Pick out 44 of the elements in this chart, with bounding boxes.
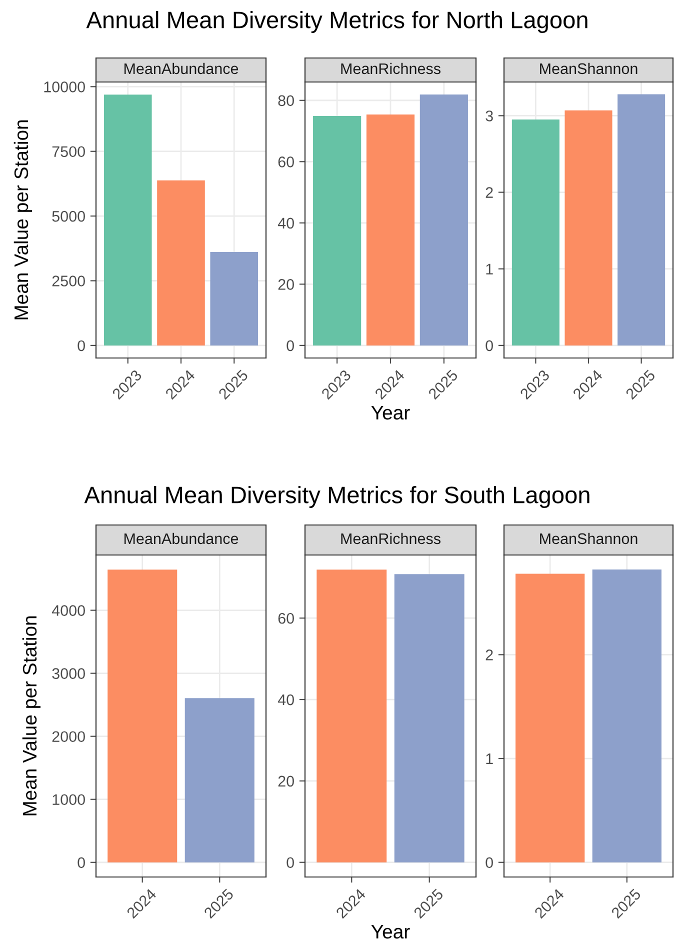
text: Annual Mean Diversity Metrics for North Lagoon: [86, 10, 588, 34]
y-tick-label: 10000: [44, 82, 85, 92]
chart-title: MeanShannon: [540, 532, 638, 544]
y-tick-label: 0: [78, 857, 85, 868]
chart-title: MeanAbundance: [124, 532, 238, 544]
y-tick-label: 3: [486, 110, 493, 122]
y-tick-label: 7500: [52, 146, 85, 158]
y-tick-label: 2500: [52, 276, 85, 286]
text: Annual Mean Diversity Metrics for South Lagoon: [84, 486, 590, 508]
y-tick-label: 1: [486, 264, 493, 274]
bar: [210, 252, 258, 346]
y-tick-label: 0: [78, 340, 85, 352]
y-axis-title: Mean Value per Station: [14, 120, 32, 320]
y-tick-label: 2000: [52, 731, 85, 742]
y-tick-label: 0: [486, 340, 493, 352]
y-tick-label: 3000: [52, 668, 85, 679]
chart-title: MeanShannon: [540, 62, 638, 74]
x-axis-title: Year: [371, 406, 410, 420]
y-tick-label: 60: [278, 612, 294, 624]
x-axis-title: Year: [371, 925, 410, 939]
y-tick-label: 20: [278, 776, 294, 787]
y-tick-label: 20: [278, 279, 294, 290]
bar: [420, 94, 468, 346]
y-tick-label: 0: [286, 857, 294, 868]
chart-title: MeanRichness: [341, 532, 440, 544]
y-tick-label: 0: [486, 857, 493, 868]
chart-title: MeanRichness: [341, 62, 440, 74]
y-tick-label: 1: [486, 754, 493, 764]
chart-title: MeanAbundance: [124, 62, 238, 74]
bar: [104, 94, 152, 346]
y-tick-label: 1000: [52, 794, 85, 806]
y-tick-label: 0: [286, 340, 294, 352]
y-tick-label: 40: [278, 694, 294, 706]
y-tick-label: 2: [486, 650, 493, 660]
bar: [157, 180, 205, 346]
y-tick-label: 40: [278, 218, 294, 229]
y-axis-title: Mean Value per Station: [22, 616, 40, 816]
y-tick-label: 2: [486, 187, 493, 198]
y-tick-label: 5000: [52, 210, 85, 222]
y-tick-label: 60: [278, 156, 294, 168]
bar: [313, 116, 362, 346]
y-tick-label: 4000: [52, 605, 85, 616]
bar: [366, 114, 415, 346]
y-tick-label: 80: [278, 95, 294, 106]
